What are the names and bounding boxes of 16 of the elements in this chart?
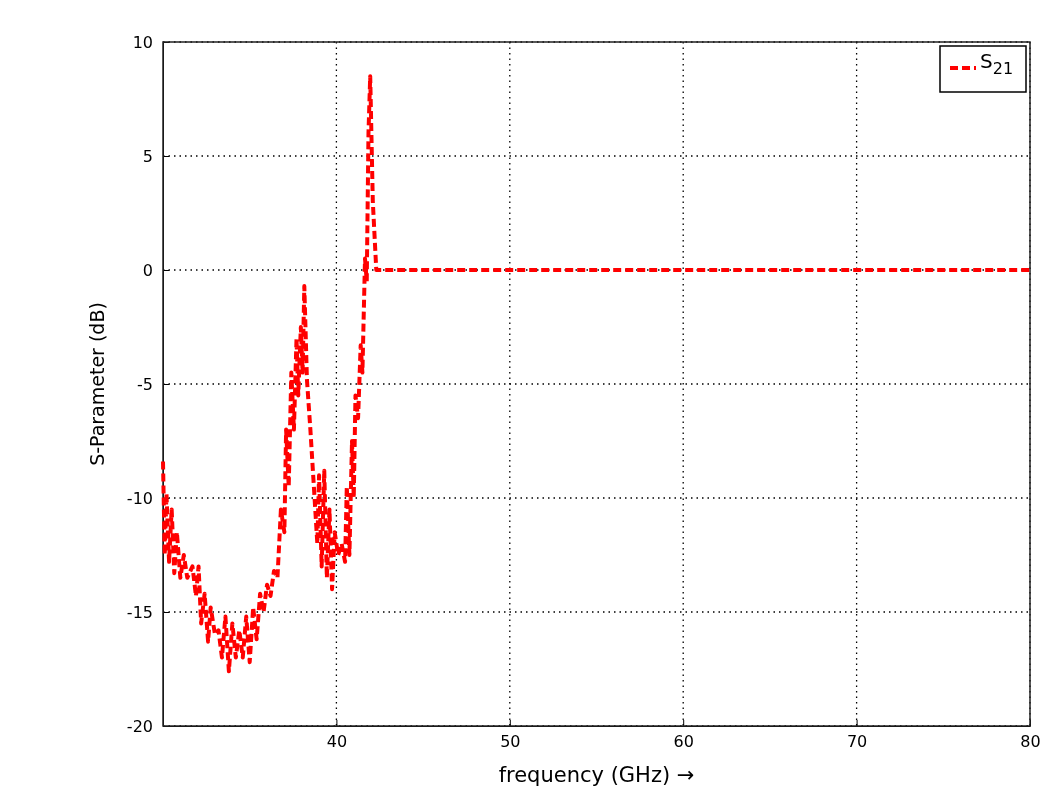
x-tick-label: 40 bbox=[326, 732, 348, 752]
x-tick-label: 60 bbox=[673, 732, 694, 752]
y-axis-title: S-Parameter (dB) bbox=[86, 302, 108, 466]
y-tick-label: 5 bbox=[142, 146, 153, 166]
x-tick-label: 80 bbox=[1020, 732, 1041, 752]
x-tick-label: 50 bbox=[500, 732, 521, 752]
y-tick-label: -5 bbox=[137, 374, 153, 394]
y-tick-label: -10 bbox=[126, 488, 153, 508]
y-tick-label: -20 bbox=[126, 716, 153, 736]
y-tick-label: 10 bbox=[132, 32, 153, 52]
y-tick-label: 0 bbox=[142, 260, 153, 280]
legend-label: S$_{21}$ bbox=[980, 49, 1014, 79]
x-axis-title: frequency (GHz) → bbox=[498, 763, 695, 787]
x-tick-label: 70 bbox=[846, 732, 868, 752]
line-series bbox=[161, 74, 1032, 674]
y-tick-label: -15 bbox=[126, 602, 153, 622]
